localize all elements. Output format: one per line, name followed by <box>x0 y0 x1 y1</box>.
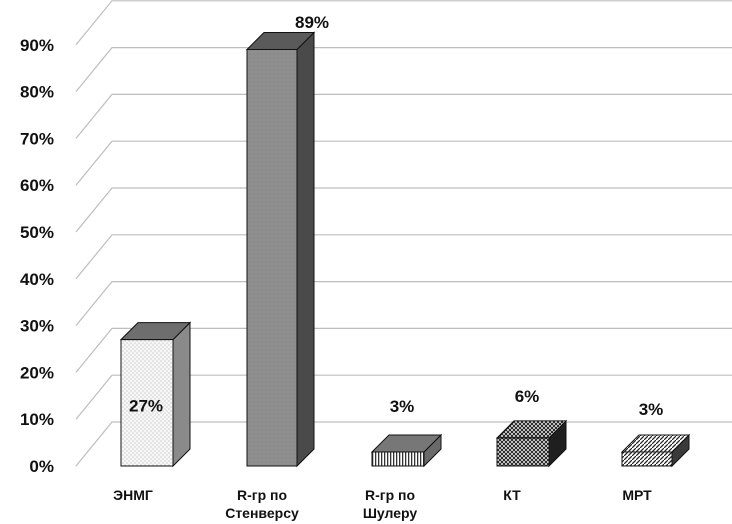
data-label: 3% <box>639 400 664 419</box>
x-tick-label: R-гр по <box>237 487 287 503</box>
bar <box>370 433 443 468</box>
bar-side <box>172 321 191 468</box>
gridline <box>75 0 732 46</box>
y-tick-label: 40% <box>20 270 54 289</box>
data-label: 27% <box>129 397 163 416</box>
bar <box>245 31 316 468</box>
x-tick-label: Стенверсу <box>225 505 299 521</box>
y-tick-label: 20% <box>20 363 54 382</box>
gridline <box>75 93 732 139</box>
bar <box>620 433 691 468</box>
x-tick-label: R-гр по <box>365 487 415 503</box>
gridline <box>75 140 732 186</box>
y-axis-ticks: 0% 10% 20% 30% 40% 50% 60% 70% 80% 90% <box>20 36 54 476</box>
bar-front <box>120 339 174 467</box>
gridline <box>75 46 732 92</box>
y-tick-label: 90% <box>20 36 54 55</box>
y-tick-label: 60% <box>20 176 54 195</box>
bars: 27% 89% 3% 6% 3% <box>119 13 691 468</box>
bar-side <box>296 31 315 468</box>
bar <box>119 321 192 468</box>
y-tick-label: 30% <box>20 317 54 336</box>
y-tick-label: 10% <box>20 410 54 429</box>
bar-front <box>621 451 673 467</box>
gridline <box>75 187 732 233</box>
data-label: 89% <box>295 13 329 32</box>
gridline <box>75 327 732 373</box>
bar-front <box>371 451 425 467</box>
x-tick-label: КТ <box>503 487 521 503</box>
y-tick-label: 0% <box>29 457 54 476</box>
bar-front <box>246 48 298 467</box>
gridlines <box>75 0 732 467</box>
y-tick-label: 70% <box>20 129 54 148</box>
data-label: 3% <box>390 397 415 416</box>
y-tick-label: 50% <box>20 223 54 242</box>
gridline <box>75 374 732 420</box>
x-axis-ticks: ЭНМГ R-гр по Стенверсу R-гр по Шулеру КТ МРТ <box>113 487 652 521</box>
bar <box>495 419 568 468</box>
x-tick-label: Шулеру <box>363 505 418 521</box>
bar-front <box>496 437 550 467</box>
x-tick-label: ЭНМГ <box>113 487 153 503</box>
data-label: 6% <box>515 387 540 406</box>
y-tick-label: 80% <box>20 83 54 102</box>
x-tick-label: МРТ <box>622 487 652 503</box>
gridline <box>75 234 732 280</box>
gridline <box>75 281 732 326</box>
